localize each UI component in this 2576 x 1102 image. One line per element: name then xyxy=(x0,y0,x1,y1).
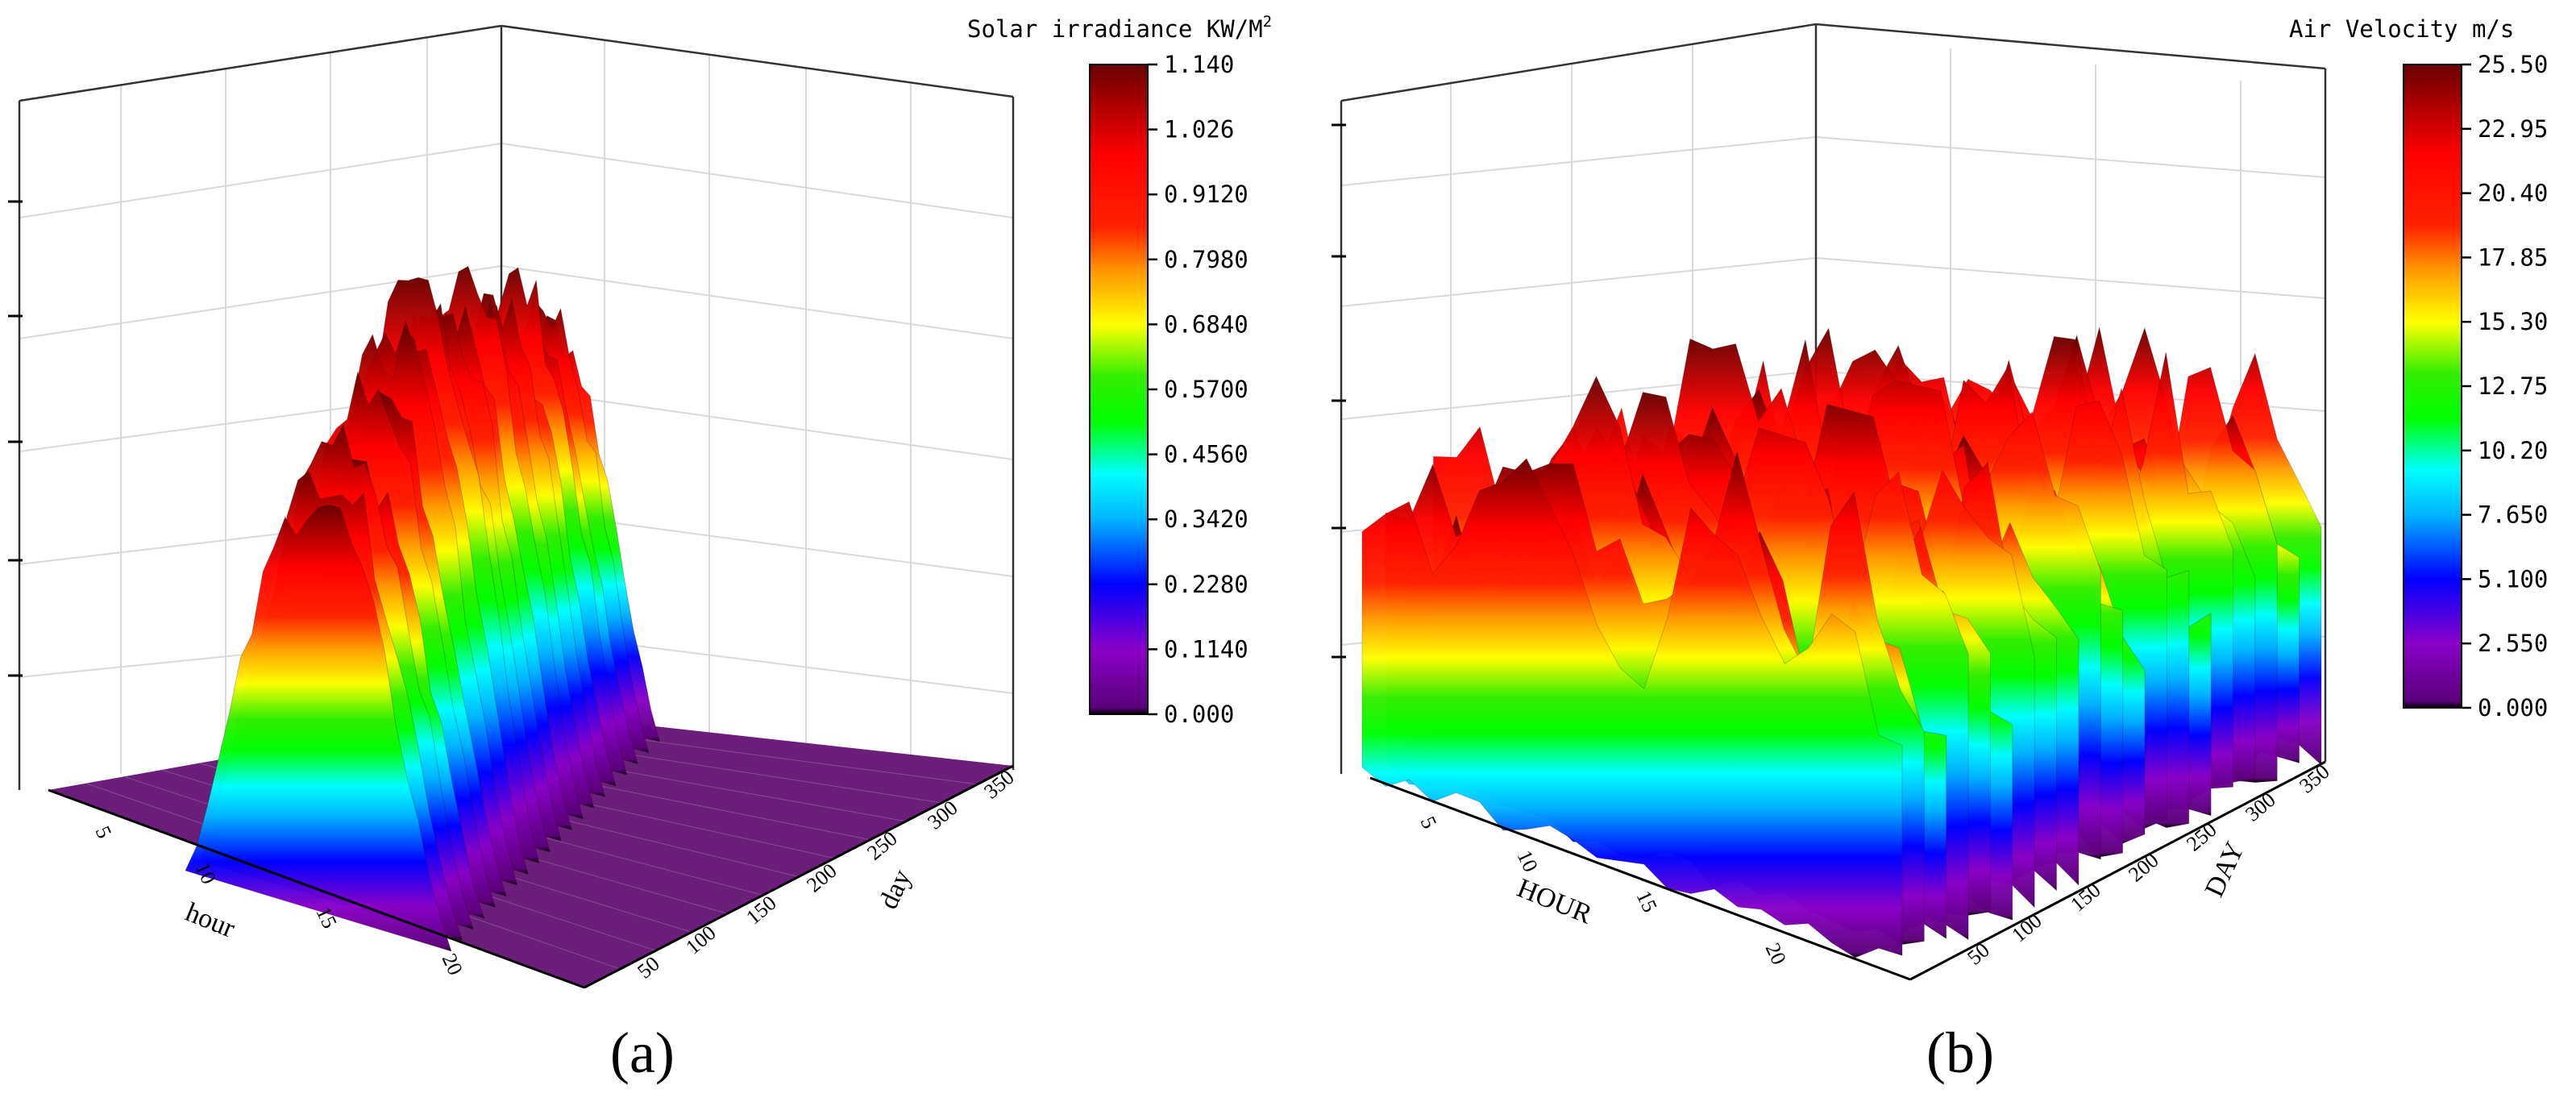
colorbar-tick-label: 1.140 xyxy=(1164,51,1234,78)
colorbar-gradient-b xyxy=(2403,64,2462,709)
front-axes-a xyxy=(48,764,1014,989)
colorbar-tick-label: 0.7980 xyxy=(1164,246,1249,273)
panel-a: 5 10 15 20 hour 50 100 150 200 250 300 3… xyxy=(8,13,1272,1085)
surface-strip xyxy=(185,505,452,952)
colorbar-tick-label: 0.4560 xyxy=(1164,441,1249,468)
y-tick-label: 200 xyxy=(2124,848,2163,886)
panel-b: 5 10 15 20 HOUR 50 100 150 200 250 300 3… xyxy=(1332,15,2548,1085)
colorbar-tick-label: 20.40 xyxy=(2478,180,2548,207)
colorbar-tick-label: 15.30 xyxy=(2478,308,2548,335)
colorbar-tick-label: 22.95 xyxy=(2478,115,2548,143)
x-axis-label-b: HOUR xyxy=(1513,873,1596,930)
colorbar-b: Air Velocity m/s 25.50 22.95 20.40 17.85 15.… xyxy=(2289,15,2548,721)
colorbar-tick-label: 25.50 xyxy=(2478,51,2548,78)
colorbar-tick-label: 0.3420 xyxy=(1164,505,1249,533)
colorbar-title-b: Air Velocity m/s xyxy=(2289,15,2514,43)
colorbar-tick-label: 7.650 xyxy=(2478,501,2548,529)
surface-a xyxy=(48,265,1013,988)
colorbar-tick-label: 0.6840 xyxy=(1164,310,1249,338)
colorbar-tick-label: 0.000 xyxy=(1164,701,1234,728)
y-tick-label: 50 xyxy=(1963,938,1994,970)
y-tick-label: 300 xyxy=(2241,788,2280,825)
x-axis-label-a: hour xyxy=(181,897,239,944)
y-tick-label: 150 xyxy=(2066,878,2105,916)
surface-strip xyxy=(1361,458,1903,959)
colorbar-tick-label: 0.1140 xyxy=(1164,635,1249,663)
colorbar-tick-label: 0.2280 xyxy=(1164,571,1249,598)
x-tick-label: 20 xyxy=(438,950,467,979)
colorbar-tick-label: 0.9120 xyxy=(1164,181,1249,208)
colorbar-tick-label: 2.550 xyxy=(2478,630,2548,657)
x-tick-label: 5 xyxy=(91,822,117,842)
surface-b xyxy=(1361,326,2322,959)
colorbar-tick-label: 17.85 xyxy=(2478,243,2548,271)
front-axes-b xyxy=(1369,760,2326,981)
x-tick-label: 15 xyxy=(1632,887,1662,916)
colorbar-tick-label: 5.100 xyxy=(2478,565,2548,593)
y-tick-label: 100 xyxy=(2007,909,2046,946)
y-tick-label: 350 xyxy=(2295,759,2334,797)
y-axis-label-a: day xyxy=(874,865,917,913)
colorbar-ticks-b: 25.50 22.95 20.40 17.85 15.30 12.75 10.20 7.650… xyxy=(2462,51,2548,721)
colorbar-tick-label: 1.026 xyxy=(1164,116,1234,143)
colorbar-gradient-a xyxy=(1089,64,1149,715)
colorbar-tick-label: 12.75 xyxy=(2478,372,2548,400)
colorbar-ticks-a: 1.140 1.026 0.9120 0.7980 0.6840 0.5700 0.4560… xyxy=(1148,51,1249,728)
colorbar-tick-label: 0.5700 xyxy=(1164,376,1249,403)
colorbar-tick-label: 0.000 xyxy=(2478,694,2548,721)
panel-label-a: (a) xyxy=(610,1021,675,1085)
x-tick-label: 20 xyxy=(1761,939,1791,968)
colorbar-title-a: Solar irradiance KW/M2 xyxy=(967,13,1272,43)
x-tick-label: 5 xyxy=(1416,813,1442,832)
x-tick-label: 10 xyxy=(1513,846,1543,875)
colorbar-a: Solar irradiance KW/M2 1.140 1.026 0.9120 0… xyxy=(967,13,1272,728)
panel-label-b: (b) xyxy=(1926,1021,1994,1085)
colorbar-tick-label: 10.20 xyxy=(2478,437,2548,464)
